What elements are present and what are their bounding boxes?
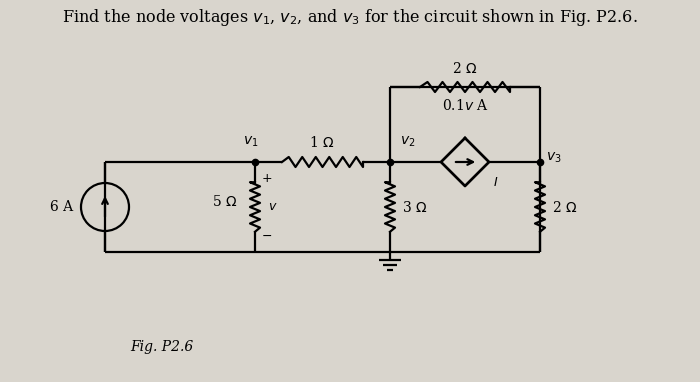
Text: +: + xyxy=(262,172,272,185)
Text: 3 $\Omega$: 3 $\Omega$ xyxy=(402,199,428,215)
Text: $v$: $v$ xyxy=(268,201,277,214)
Text: 2 $\Omega$: 2 $\Omega$ xyxy=(452,61,477,76)
Text: $v_1$: $v_1$ xyxy=(244,134,259,149)
Polygon shape xyxy=(441,138,489,186)
Text: 0.1$v$ A: 0.1$v$ A xyxy=(442,98,489,113)
Text: 5 $\Omega$: 5 $\Omega$ xyxy=(211,194,237,209)
Text: 6 A: 6 A xyxy=(50,200,73,214)
Text: 2 $\Omega$: 2 $\Omega$ xyxy=(552,199,578,215)
Text: $v_2$: $v_2$ xyxy=(400,134,415,149)
Text: Find the node voltages $v_1$, $v_2$, and $v_3$ for the circuit shown in Fig. P2.: Find the node voltages $v_1$, $v_2$, and… xyxy=(62,7,638,28)
Text: $I$: $I$ xyxy=(493,176,498,189)
Text: $v_3$: $v_3$ xyxy=(546,151,561,165)
Text: 1 $\Omega$: 1 $\Omega$ xyxy=(309,135,335,150)
Text: Fig. P2.6: Fig. P2.6 xyxy=(130,340,193,354)
Text: −: − xyxy=(262,230,272,243)
